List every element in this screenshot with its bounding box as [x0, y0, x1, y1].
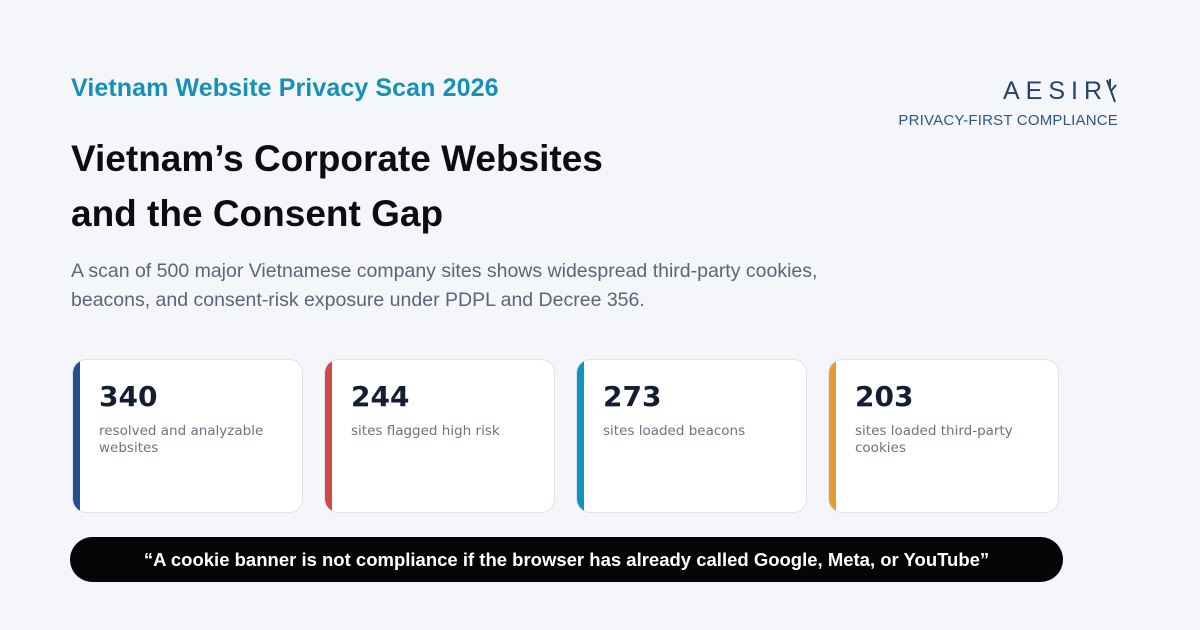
stats-row: 340 resolved and analyzable websites 244…: [72, 359, 1059, 513]
quote-text: “A cookie banner is not compliance if th…: [143, 548, 990, 570]
aesir-logo-icon: [1106, 79, 1117, 103]
stat-accent-bar: [73, 360, 80, 512]
stat-value: 273: [603, 380, 662, 413]
stat-card-third-party-cookies: 203 sites loaded third-party cookies: [828, 359, 1059, 513]
page-subtitle-line-1: A scan of 500 major Vietnamese company s…: [71, 260, 818, 282]
stat-label: sites flagged high risk: [351, 423, 500, 439]
stat-accent-bar: [577, 360, 584, 512]
stat-accent-bar: [325, 360, 332, 512]
stat-label: sites loaded third-party cookies: [855, 423, 1013, 456]
stat-label: resolved and analyzable websites: [99, 423, 264, 456]
page-subtitle: A scan of 500 major Vietnamese company s…: [71, 257, 991, 315]
stat-value: 244: [351, 380, 410, 413]
page-subtitle-line-2: beacons, and consent-risk exposure under…: [71, 289, 645, 311]
page-title: Vietnam’s Corporate Websites and the Con…: [71, 131, 831, 241]
eyebrow-heading: Vietnam Website Privacy Scan 2026: [71, 74, 499, 102]
stat-label: sites loaded beacons: [603, 423, 746, 439]
brand-wordmark: AESIR: [1002, 77, 1108, 105]
page-title-line-1: Vietnam’s Corporate Websites: [71, 138, 603, 179]
stat-value: 340: [99, 380, 158, 413]
stat-card-beacons: 273 sites loaded beacons: [576, 359, 807, 513]
brand-tagline: PRIVACY-FIRST COMPLIANCE: [898, 112, 1118, 129]
brand-block: AESIR PRIVACY-FIRST COMPLIANCE: [898, 76, 1118, 129]
stat-value: 203: [855, 380, 914, 413]
stat-card-high-risk: 244 sites flagged high risk: [324, 359, 555, 513]
brand-logo: AESIR: [898, 76, 1118, 106]
page-title-line-2: and the Consent Gap: [71, 193, 444, 234]
quote-banner: “A cookie banner is not compliance if th…: [70, 537, 1063, 582]
stat-accent-bar: [829, 360, 836, 512]
stat-card-analyzable: 340 resolved and analyzable websites: [72, 359, 303, 513]
